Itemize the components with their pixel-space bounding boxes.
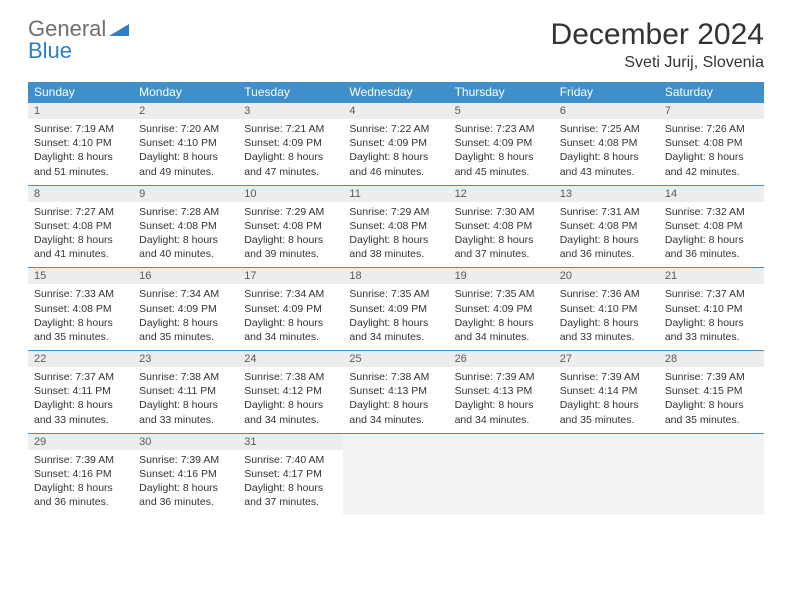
day-detail-cell: Sunrise: 7:28 AMSunset: 4:08 PMDaylight:… xyxy=(133,202,238,268)
day-number-cell: 25 xyxy=(343,351,448,368)
day-number-cell xyxy=(659,433,764,450)
day-number-cell: 3 xyxy=(238,103,343,120)
day-number-cell: 24 xyxy=(238,351,343,368)
day-number-cell: 18 xyxy=(343,268,448,285)
day-detail-cell: Sunrise: 7:38 AMSunset: 4:12 PMDaylight:… xyxy=(238,367,343,433)
calendar-body: 1234567Sunrise: 7:19 AMSunset: 4:10 PMDa… xyxy=(28,103,764,516)
dow-sunday: Sunday xyxy=(28,82,133,103)
day-number-cell: 11 xyxy=(343,185,448,202)
day-detail-cell: Sunrise: 7:32 AMSunset: 4:08 PMDaylight:… xyxy=(659,202,764,268)
day-number-cell: 21 xyxy=(659,268,764,285)
day-detail-cell: Sunrise: 7:20 AMSunset: 4:10 PMDaylight:… xyxy=(133,119,238,185)
day-number-cell: 17 xyxy=(238,268,343,285)
dow-saturday: Saturday xyxy=(659,82,764,103)
day-detail-cell: Sunrise: 7:34 AMSunset: 4:09 PMDaylight:… xyxy=(133,284,238,350)
day-detail-cell xyxy=(343,450,448,516)
day-number-cell: 29 xyxy=(28,433,133,450)
day-detail-cell: Sunrise: 7:38 AMSunset: 4:11 PMDaylight:… xyxy=(133,367,238,433)
day-detail-cell: Sunrise: 7:27 AMSunset: 4:08 PMDaylight:… xyxy=(28,202,133,268)
week-daynum-row: 22232425262728 xyxy=(28,351,764,368)
day-number-cell: 23 xyxy=(133,351,238,368)
dow-wednesday: Wednesday xyxy=(343,82,448,103)
day-detail-cell: Sunrise: 7:39 AMSunset: 4:14 PMDaylight:… xyxy=(554,367,659,433)
day-detail-cell xyxy=(659,450,764,516)
brand-logo: GeneralBlue xyxy=(28,18,129,62)
day-number-cell: 26 xyxy=(449,351,554,368)
day-detail-cell: Sunrise: 7:39 AMSunset: 4:15 PMDaylight:… xyxy=(659,367,764,433)
week-daynum-row: 15161718192021 xyxy=(28,268,764,285)
day-detail-cell: Sunrise: 7:39 AMSunset: 4:16 PMDaylight:… xyxy=(133,450,238,516)
day-detail-cell: Sunrise: 7:23 AMSunset: 4:09 PMDaylight:… xyxy=(449,119,554,185)
calendar-page: GeneralBlue December 2024 Sveti Jurij, S… xyxy=(0,0,792,533)
day-number-cell: 7 xyxy=(659,103,764,120)
week-detail-row: Sunrise: 7:33 AMSunset: 4:08 PMDaylight:… xyxy=(28,284,764,350)
day-number-cell: 4 xyxy=(343,103,448,120)
dow-friday: Friday xyxy=(554,82,659,103)
day-detail-cell: Sunrise: 7:29 AMSunset: 4:08 PMDaylight:… xyxy=(343,202,448,268)
day-number-cell: 30 xyxy=(133,433,238,450)
day-number-cell: 6 xyxy=(554,103,659,120)
calendar-table: Sunday Monday Tuesday Wednesday Thursday… xyxy=(28,82,764,515)
day-number-cell: 13 xyxy=(554,185,659,202)
week-detail-row: Sunrise: 7:19 AMSunset: 4:10 PMDaylight:… xyxy=(28,119,764,185)
day-number-cell: 19 xyxy=(449,268,554,285)
day-number-cell: 12 xyxy=(449,185,554,202)
day-number-cell: 5 xyxy=(449,103,554,120)
day-number-cell: 31 xyxy=(238,433,343,450)
day-number-cell: 14 xyxy=(659,185,764,202)
week-detail-row: Sunrise: 7:39 AMSunset: 4:16 PMDaylight:… xyxy=(28,450,764,516)
day-detail-cell: Sunrise: 7:37 AMSunset: 4:11 PMDaylight:… xyxy=(28,367,133,433)
day-detail-cell: Sunrise: 7:36 AMSunset: 4:10 PMDaylight:… xyxy=(554,284,659,350)
day-detail-cell xyxy=(554,450,659,516)
day-number-cell xyxy=(343,433,448,450)
week-detail-row: Sunrise: 7:37 AMSunset: 4:11 PMDaylight:… xyxy=(28,367,764,433)
dow-monday: Monday xyxy=(133,82,238,103)
week-daynum-row: 891011121314 xyxy=(28,185,764,202)
day-number-cell: 28 xyxy=(659,351,764,368)
day-detail-cell: Sunrise: 7:19 AMSunset: 4:10 PMDaylight:… xyxy=(28,119,133,185)
day-detail-cell: Sunrise: 7:31 AMSunset: 4:08 PMDaylight:… xyxy=(554,202,659,268)
day-detail-cell: Sunrise: 7:21 AMSunset: 4:09 PMDaylight:… xyxy=(238,119,343,185)
day-detail-cell: Sunrise: 7:39 AMSunset: 4:13 PMDaylight:… xyxy=(449,367,554,433)
day-detail-cell: Sunrise: 7:25 AMSunset: 4:08 PMDaylight:… xyxy=(554,119,659,185)
day-detail-cell xyxy=(449,450,554,516)
day-number-cell xyxy=(554,433,659,450)
day-detail-cell: Sunrise: 7:30 AMSunset: 4:08 PMDaylight:… xyxy=(449,202,554,268)
day-number-cell: 16 xyxy=(133,268,238,285)
day-detail-cell: Sunrise: 7:39 AMSunset: 4:16 PMDaylight:… xyxy=(28,450,133,516)
month-title: December 2024 xyxy=(551,18,764,52)
day-number-cell: 8 xyxy=(28,185,133,202)
dow-thursday: Thursday xyxy=(449,82,554,103)
day-of-week-row: Sunday Monday Tuesday Wednesday Thursday… xyxy=(28,82,764,103)
day-number-cell: 1 xyxy=(28,103,133,120)
day-detail-cell: Sunrise: 7:33 AMSunset: 4:08 PMDaylight:… xyxy=(28,284,133,350)
week-daynum-row: 1234567 xyxy=(28,103,764,120)
day-detail-cell: Sunrise: 7:40 AMSunset: 4:17 PMDaylight:… xyxy=(238,450,343,516)
day-detail-cell: Sunrise: 7:22 AMSunset: 4:09 PMDaylight:… xyxy=(343,119,448,185)
day-number-cell: 20 xyxy=(554,268,659,285)
dow-tuesday: Tuesday xyxy=(238,82,343,103)
day-number-cell: 22 xyxy=(28,351,133,368)
day-number-cell: 15 xyxy=(28,268,133,285)
day-number-cell: 10 xyxy=(238,185,343,202)
day-detail-cell: Sunrise: 7:38 AMSunset: 4:13 PMDaylight:… xyxy=(343,367,448,433)
day-number-cell: 2 xyxy=(133,103,238,120)
day-detail-cell: Sunrise: 7:37 AMSunset: 4:10 PMDaylight:… xyxy=(659,284,764,350)
day-detail-cell: Sunrise: 7:29 AMSunset: 4:08 PMDaylight:… xyxy=(238,202,343,268)
day-detail-cell: Sunrise: 7:35 AMSunset: 4:09 PMDaylight:… xyxy=(449,284,554,350)
day-number-cell: 27 xyxy=(554,351,659,368)
location-label: Sveti Jurij, Slovenia xyxy=(551,54,764,72)
title-block: December 2024 Sveti Jurij, Slovenia xyxy=(551,18,764,72)
day-detail-cell: Sunrise: 7:26 AMSunset: 4:08 PMDaylight:… xyxy=(659,119,764,185)
day-detail-cell: Sunrise: 7:35 AMSunset: 4:09 PMDaylight:… xyxy=(343,284,448,350)
page-header: GeneralBlue December 2024 Sveti Jurij, S… xyxy=(28,18,764,72)
day-number-cell: 9 xyxy=(133,185,238,202)
day-number-cell xyxy=(449,433,554,450)
week-daynum-row: 293031 xyxy=(28,433,764,450)
day-detail-cell: Sunrise: 7:34 AMSunset: 4:09 PMDaylight:… xyxy=(238,284,343,350)
week-detail-row: Sunrise: 7:27 AMSunset: 4:08 PMDaylight:… xyxy=(28,202,764,268)
